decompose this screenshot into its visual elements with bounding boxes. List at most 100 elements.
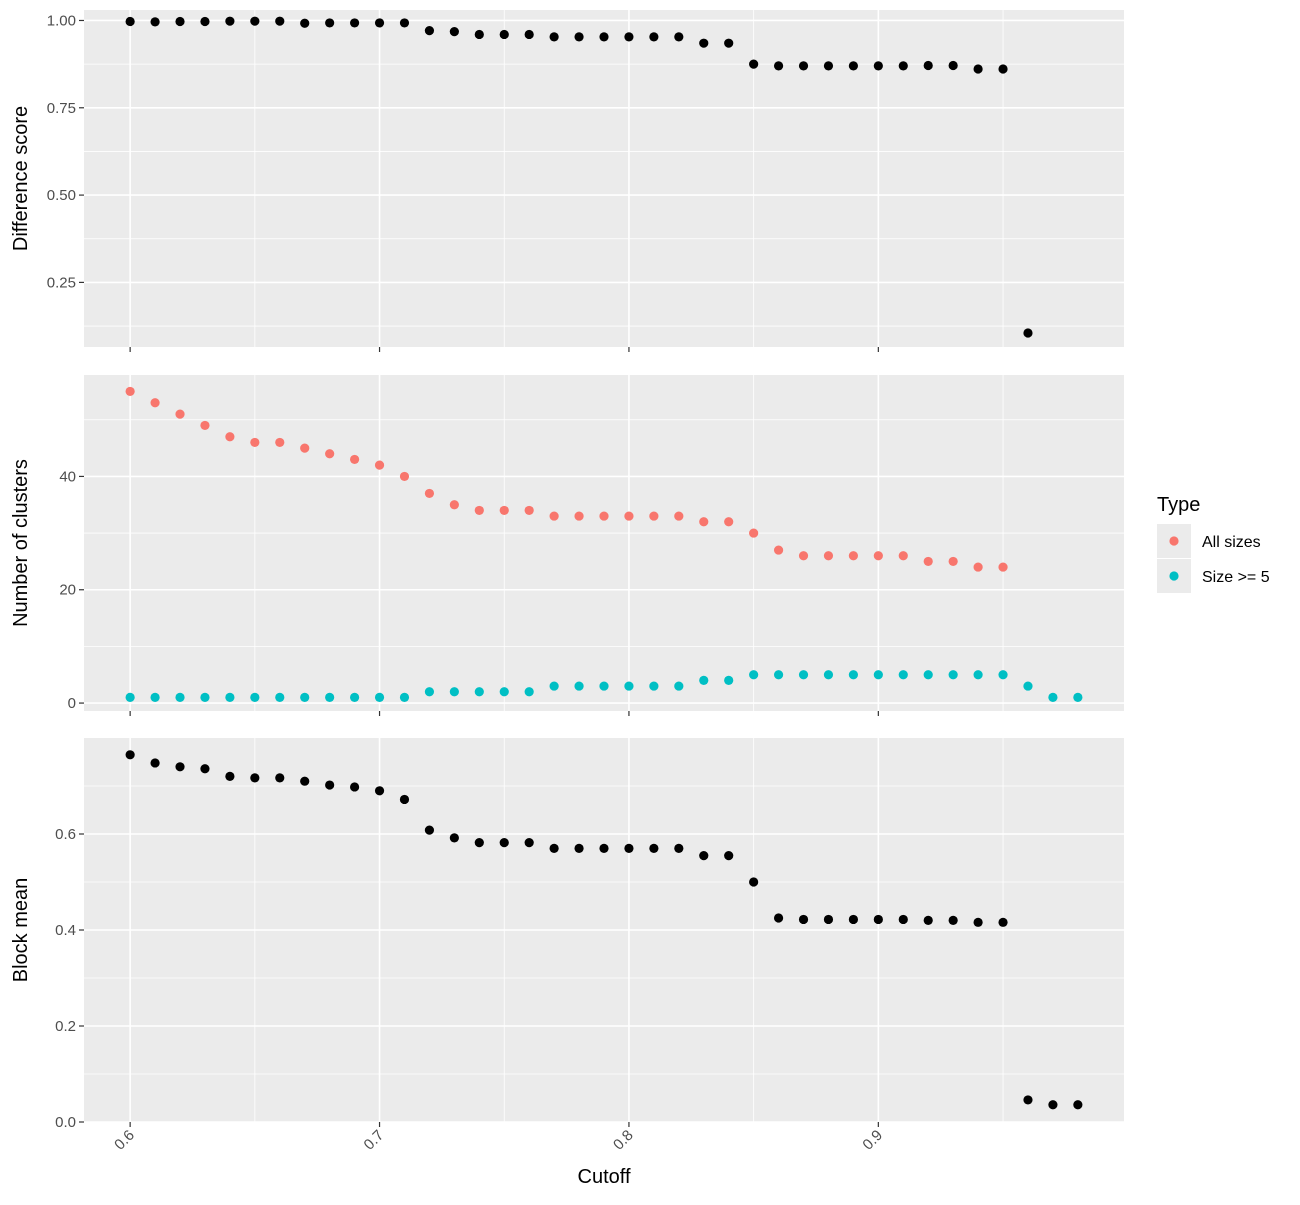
data-point-panel1-series1 (599, 32, 609, 42)
data-point-panel1-series1 (549, 32, 559, 42)
data-point-panel2-series2 (873, 670, 883, 680)
data-point-panel2-series1 (624, 511, 634, 521)
data-point-panel2-series2 (424, 687, 435, 697)
data-point-panel2-series2 (524, 687, 534, 697)
data-point-panel3-series1 (125, 750, 135, 760)
data-point-panel3-series1 (823, 914, 834, 925)
y-tick-label: 0.6 (55, 826, 76, 843)
data-point-panel2-series1 (773, 545, 784, 555)
data-point-panel3-series1 (424, 825, 435, 835)
data-point-panel2-series2 (374, 692, 385, 703)
data-point-panel2-series1 (175, 409, 185, 419)
data-point-panel3-series1 (898, 914, 908, 925)
data-point-panel2-series1 (200, 420, 210, 431)
data-point-panel1-series1 (873, 61, 883, 71)
data-point-panel1-series1 (973, 64, 983, 74)
y-tick-label: 0.4 (55, 922, 76, 939)
data-point-panel2-series1 (574, 511, 584, 521)
data-point-panel3-series1 (798, 914, 809, 925)
legend-key-point (1169, 571, 1179, 581)
data-point-panel2-series2 (175, 692, 185, 703)
data-point-panel3-series1 (773, 913, 784, 923)
data-point-panel1-series1 (898, 61, 908, 71)
data-point-panel1-series1 (574, 32, 584, 42)
data-point-panel1-series1 (474, 29, 484, 40)
data-point-panel1-series1 (699, 38, 709, 48)
data-point-panel3-series1 (200, 764, 210, 774)
data-point-panel1-series1 (524, 29, 534, 40)
data-point-panel2-series2 (250, 692, 260, 703)
legend-key-point (1169, 536, 1179, 546)
data-point-panel1-series1 (749, 59, 759, 69)
data-point-panel2-series1 (125, 386, 135, 397)
data-point-panel2-series1 (349, 454, 360, 465)
legend-label: All sizes (1202, 534, 1261, 551)
data-point-panel3-series1 (175, 762, 185, 772)
data-point-panel2-series1 (399, 471, 410, 482)
data-point-panel2-series1 (749, 528, 759, 538)
data-point-panel2-series2 (674, 681, 684, 691)
y-tick-label: 0.0 (55, 1114, 76, 1131)
data-point-panel3-series1 (474, 838, 484, 848)
data-point-panel1-series1 (150, 17, 160, 27)
data-point-panel1-series1 (998, 64, 1008, 74)
y-axis-title: Number of clusters (10, 459, 32, 627)
data-point-panel1-series1 (948, 60, 958, 71)
data-point-panel2-series1 (250, 437, 260, 448)
data-point-panel2-series2 (150, 692, 160, 703)
data-point-panel1-series1 (449, 27, 459, 37)
y-tick-label: 0.2 (55, 1018, 76, 1035)
data-point-panel3-series1 (724, 851, 734, 861)
x-tick-label: 0.6 (111, 1127, 138, 1154)
data-point-panel3-series1 (574, 843, 584, 854)
data-point-panel2-series1 (524, 505, 534, 516)
data-point-panel2-series2 (823, 670, 834, 680)
data-point-panel3-series1 (399, 794, 410, 805)
data-point-panel3-series1 (300, 776, 310, 786)
data-point-panel3-series1 (674, 843, 684, 854)
data-point-panel1-series1 (798, 61, 809, 71)
data-point-panel2-series2 (923, 670, 933, 680)
data-point-panel2-series1 (649, 511, 659, 521)
y-tick-label: 0 (68, 695, 76, 712)
data-point-panel2-series1 (374, 460, 385, 470)
data-point-panel3-series1 (973, 917, 983, 927)
data-point-panel2-series1 (225, 432, 235, 442)
legend-label: Size >= 5 (1202, 569, 1270, 586)
data-point-panel3-series1 (948, 915, 958, 926)
data-point-panel1-series1 (424, 26, 435, 36)
data-point-panel2-series1 (898, 551, 908, 561)
data-point-panel1-series1 (399, 18, 410, 28)
data-point-panel2-series1 (948, 556, 958, 567)
x-tick-label: 0.7 (361, 1127, 388, 1154)
y-tick-label: 20 (59, 582, 76, 599)
data-point-panel2-series2 (724, 675, 734, 686)
data-point-panel2-series2 (225, 692, 235, 703)
data-point-panel3-series1 (374, 786, 385, 796)
data-point-panel1-series1 (374, 18, 385, 28)
data-point-panel1-series1 (649, 32, 659, 42)
data-point-panel2-series2 (973, 670, 983, 680)
data-point-panel2-series2 (649, 681, 659, 691)
data-point-panel2-series2 (699, 675, 709, 686)
y-tick-label: 1.00 (47, 12, 76, 29)
data-point-panel3-series1 (349, 782, 360, 792)
data-point-panel2-series1 (699, 517, 709, 527)
data-point-panel3-series1 (499, 838, 509, 848)
data-point-panel1-series1 (848, 61, 859, 71)
data-point-panel2-series2 (574, 681, 584, 691)
data-point-panel2-series2 (998, 670, 1008, 680)
data-point-panel2-series2 (1048, 692, 1058, 703)
data-point-panel1-series1 (724, 38, 734, 48)
data-point-panel1-series1 (125, 16, 135, 27)
y-tick-label: 0.50 (47, 187, 76, 204)
data-point-panel2-series1 (798, 551, 809, 561)
data-point-panel2-series1 (998, 562, 1008, 572)
data-point-panel3-series1 (923, 915, 933, 926)
data-point-panel1-series1 (300, 18, 310, 28)
data-point-panel2-series1 (599, 511, 609, 521)
data-point-panel1-series1 (275, 16, 285, 26)
data-point-panel1-series1 (823, 61, 834, 71)
data-point-panel2-series1 (325, 449, 335, 459)
panel-background-2 (84, 375, 1124, 711)
